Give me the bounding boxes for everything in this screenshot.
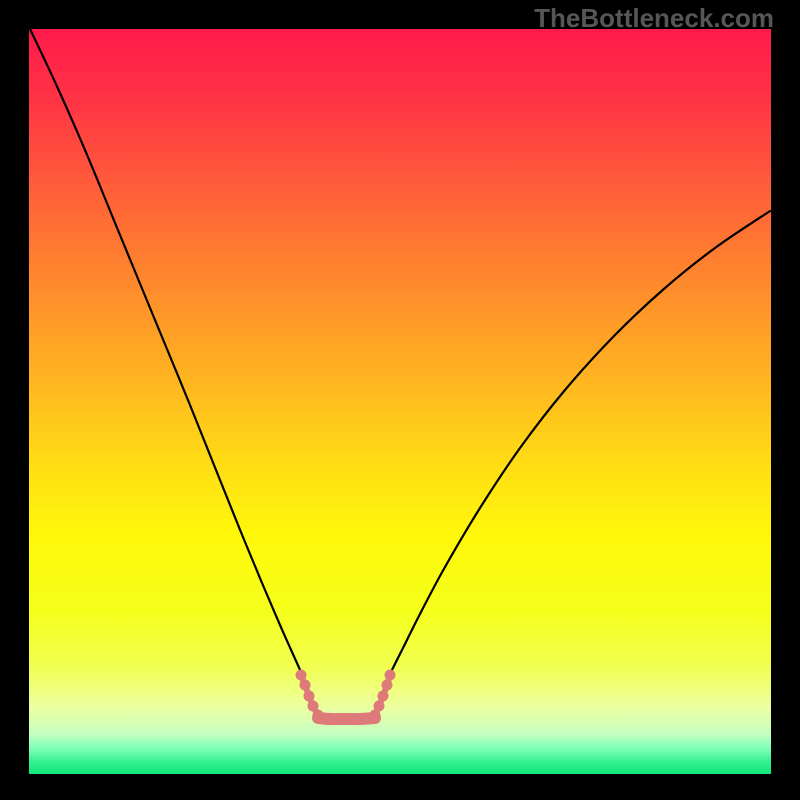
plot-area <box>29 29 771 774</box>
watermark-text: TheBottleneck.com <box>534 3 774 34</box>
chart-svg <box>0 0 800 800</box>
gradient-background <box>29 29 771 774</box>
